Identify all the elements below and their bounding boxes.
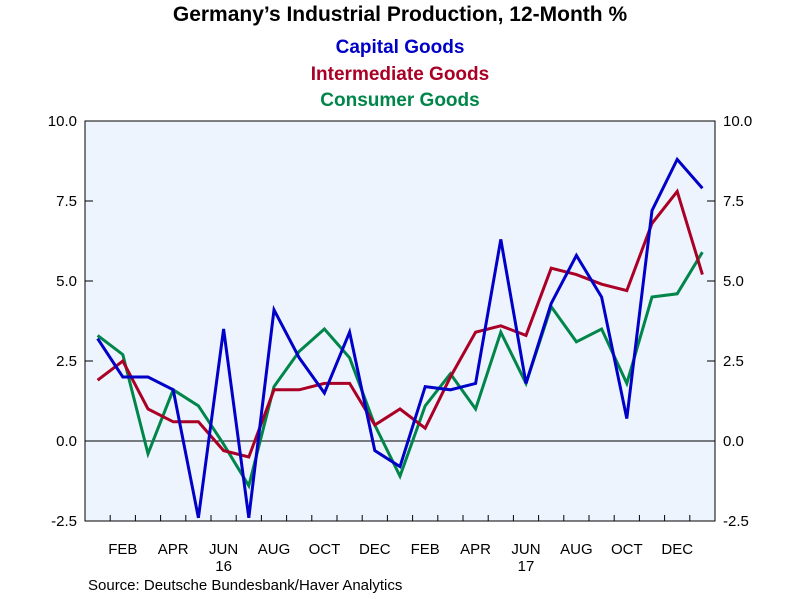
y-tick-label-left: 5.0 xyxy=(56,273,77,290)
x-tick-label: FEB xyxy=(411,541,440,558)
x-year-label: 16 xyxy=(215,558,232,575)
legend-capital-goods: Capital Goods xyxy=(335,37,465,58)
intermediate-goods-line xyxy=(96,188,704,459)
y-tick-label-left: 0.0 xyxy=(56,433,77,450)
x-tick-label: JUN xyxy=(209,541,238,558)
y-tick-label-right: 5.0 xyxy=(723,273,744,290)
source-note: Source: Deutsche Bundesbank/Haver Analyt… xyxy=(88,577,403,594)
legend-intermediate-goods: Intermediate Goods xyxy=(310,64,490,85)
x-tick-label: OCT xyxy=(611,541,643,558)
y-tick-label-left: 7.5 xyxy=(56,193,77,210)
plot-area xyxy=(85,121,715,521)
y-tick-label-left: 2.5 xyxy=(56,353,77,370)
x-tick-label: AUG xyxy=(560,541,593,558)
x-tick-label: FEB xyxy=(108,541,137,558)
y-tick-label-right: 10.0 xyxy=(723,113,752,130)
y-tick-label-left: 10.0 xyxy=(48,113,77,130)
y-tick-label-right: -2.5 xyxy=(723,513,749,530)
x-tick-label: AUG xyxy=(258,541,291,558)
chart-title: Germany’s Industrial Production, 12-Mont… xyxy=(172,3,628,26)
x-year-label: 17 xyxy=(518,558,535,575)
y-tick-label-right: 2.5 xyxy=(723,353,744,370)
x-tick-label: APR xyxy=(460,541,491,558)
y-tick-label-right: 7.5 xyxy=(723,193,744,210)
x-tick-label: DEC xyxy=(661,541,693,558)
legend-consumer-goods: Consumer Goods xyxy=(320,90,480,111)
x-tick-label: APR xyxy=(158,541,189,558)
x-tick-label: OCT xyxy=(309,541,341,558)
consumer-goods-line xyxy=(96,251,704,490)
plot-frame xyxy=(84,120,716,522)
y-tick-label-left: -2.5 xyxy=(51,513,77,530)
x-tick-label: DEC xyxy=(359,541,391,558)
x-tick-label: JUN xyxy=(511,541,540,558)
y-tick-label-right: 0.0 xyxy=(723,433,744,450)
capital-goods-line xyxy=(96,156,704,519)
